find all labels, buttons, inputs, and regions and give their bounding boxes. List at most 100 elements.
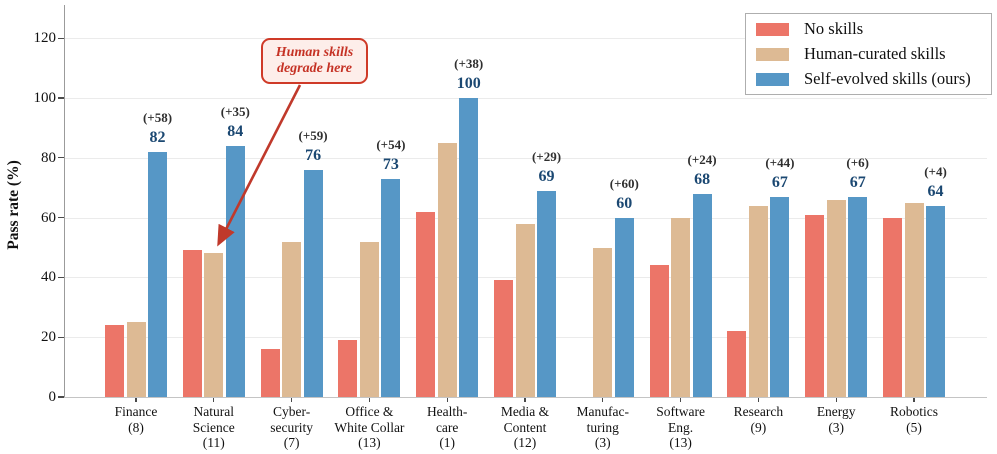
delta-label-9: (+6)	[846, 154, 869, 170]
legend-item-no-skills: No skills	[756, 19, 981, 39]
gridline-100	[64, 98, 987, 99]
bar-no-skills-7	[649, 265, 669, 397]
bar-no-skills-4	[416, 211, 436, 397]
x-axis-spine	[64, 397, 987, 399]
category-label-line: (12)	[513, 435, 537, 450]
delta-label-2: (+59)	[298, 127, 328, 143]
x-tick-6	[602, 398, 604, 402]
delta-label-10: (+4)	[924, 163, 947, 179]
value-label-8: 67	[771, 173, 788, 191]
bar-human-curated-skills-2	[282, 241, 302, 397]
delta-label-3: (+54)	[376, 136, 406, 152]
delta-label-7: (+24)	[687, 151, 717, 167]
x-tick-1	[213, 398, 215, 402]
no-skills-swatch	[756, 22, 789, 36]
bar-human-curated-skills-4	[437, 142, 457, 397]
y-tick-40	[58, 276, 64, 279]
value-label-5: 69	[538, 167, 555, 185]
annotation-line-1: Human skills	[275, 44, 354, 60]
value-label-7: 68	[694, 170, 711, 188]
value-label-9: 67	[849, 173, 866, 191]
category-label-line: Eng.	[668, 419, 694, 435]
legend: No skills Human-curated skills Self-evol…	[745, 13, 992, 95]
bar-self-evolved-skills-ours-7	[692, 193, 712, 397]
x-tick-10	[913, 398, 915, 402]
bar-no-skills-9	[805, 214, 825, 397]
gridline-80	[64, 157, 987, 159]
y-tick-label-80: 80	[41, 149, 56, 166]
category-label-line: Research	[733, 404, 784, 419]
delta-label-6: (+60)	[609, 175, 639, 191]
x-tick-3	[368, 398, 371, 402]
category-label-9: Energy (3)	[786, 404, 886, 435]
bar-self-evolved-skills-ours-2	[303, 169, 323, 397]
bar-human-curated-skills-8	[748, 205, 768, 397]
category-label-line: (7)	[283, 435, 300, 450]
category-label-line: (3)	[594, 435, 611, 450]
y-tick-80	[58, 157, 64, 159]
value-label-2: 76	[305, 146, 322, 164]
x-tick-0	[135, 398, 137, 402]
category-label-line: (9)	[750, 419, 767, 435]
y-tick-120	[58, 37, 64, 39]
category-label-line: Media &	[500, 404, 550, 419]
gridline-120	[64, 38, 987, 40]
value-label-0: 82	[149, 128, 166, 146]
category-label-line: Office &	[345, 404, 394, 419]
y-tick-label-60: 60	[41, 209, 56, 226]
category-label-2: Cyber-security (7)	[242, 404, 342, 451]
y-tick-60	[58, 216, 64, 219]
value-label-10: 64	[927, 182, 944, 200]
category-label-line: care	[435, 419, 459, 435]
category-label-line: (3)	[828, 419, 845, 435]
category-label-10: Robotics (5)	[864, 404, 964, 435]
category-label-line: (1)	[439, 435, 456, 450]
x-tick-8	[757, 398, 760, 402]
human-curated-label: Human-curated skills	[804, 44, 946, 63]
x-tick-2	[290, 398, 293, 402]
y-tick-0	[58, 396, 64, 398]
category-label-line: Software	[656, 404, 705, 419]
bar-no-skills-3	[338, 340, 358, 397]
category-label-line: turing	[586, 419, 619, 435]
bar-human-curated-skills-10	[904, 202, 924, 397]
category-label-5: Media & Content (12)	[475, 404, 575, 451]
delta-label-8: (+44)	[765, 154, 795, 170]
category-label-line: Content	[503, 419, 547, 435]
delta-label-1: (+35)	[220, 103, 250, 119]
category-label-line: White Collar	[334, 419, 405, 435]
category-label-4: Health-care (1)	[397, 404, 497, 451]
annotation-line-2: degrade here	[276, 61, 353, 76]
x-tick-7	[679, 398, 682, 402]
y-tick-20	[58, 336, 64, 338]
category-label-line: Science	[192, 419, 235, 435]
category-label-line: (8)	[128, 419, 144, 435]
value-label-3: 73	[382, 155, 399, 173]
value-label-1: 84	[227, 122, 244, 140]
y-tick-label-20: 20	[41, 329, 56, 346]
delta-label-0: (+58)	[142, 109, 173, 125]
human-curated-swatch	[756, 47, 789, 61]
bar-human-curated-skills-6	[593, 247, 613, 397]
category-label-line: Robotics	[889, 404, 938, 419]
y-axis-spine	[64, 5, 66, 398]
category-label-line: (11)	[202, 435, 225, 450]
bar-self-evolved-skills-ours-9	[848, 196, 868, 397]
category-label-3: Office & White Collar (13)	[319, 404, 419, 451]
category-label-0: Finance (8)	[86, 404, 186, 435]
bar-human-curated-skills-0	[126, 322, 146, 397]
no-skills-label: No skills	[804, 19, 864, 38]
bar-self-evolved-skills-ours-10	[926, 205, 945, 397]
x-tick-4	[446, 398, 448, 402]
category-label-line: security	[270, 419, 313, 435]
bar-human-curated-skills-3	[359, 241, 379, 397]
annotation-callout: Human skills degrade here	[261, 38, 368, 84]
y-tick-label-100: 100	[33, 90, 57, 106]
category-label-line: Natural	[193, 404, 235, 419]
category-label-line: (13)	[358, 435, 381, 450]
category-label-8: Research (9)	[708, 404, 808, 435]
bar-self-evolved-skills-ours-8	[770, 196, 790, 397]
bar-self-evolved-skills-ours-0	[148, 151, 167, 397]
bar-self-evolved-skills-ours-4	[459, 98, 479, 397]
